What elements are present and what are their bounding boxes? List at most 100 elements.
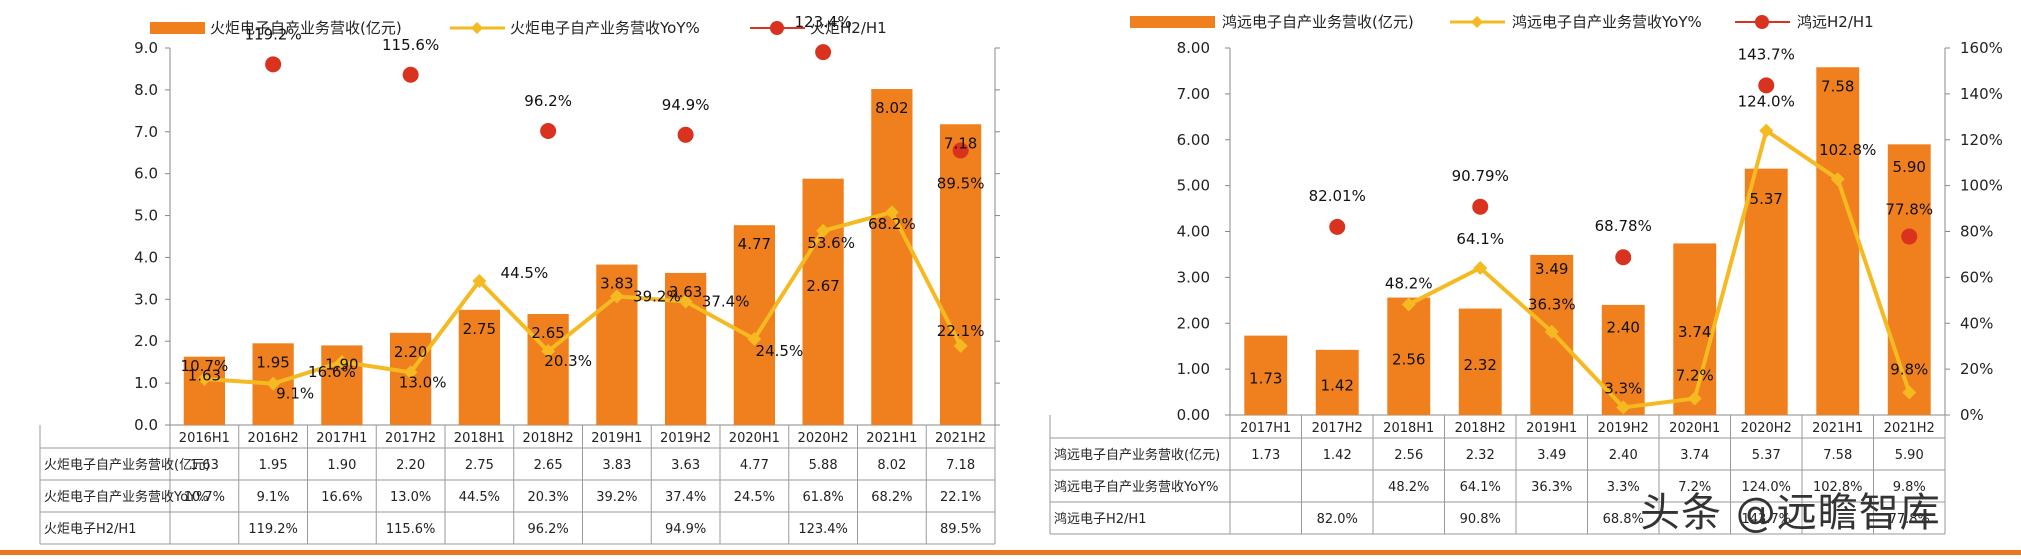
category-label: 2019H2 (1598, 421, 1649, 436)
y-tick-label: 7.00 (1177, 85, 1210, 103)
y2-tick-label: 140% (1960, 85, 2003, 103)
h2h1-value-label: 119.2% (245, 25, 302, 43)
h2h1-dot (677, 126, 694, 143)
category-label: 2020H2 (1741, 421, 1792, 436)
bar-value-label: 2.75 (463, 320, 496, 338)
yoy-value-label: 3.3% (1604, 379, 1642, 397)
y-tick-label: 2.00 (1177, 314, 1210, 332)
h2h1-value-label: 90.79% (1452, 167, 1509, 185)
table-cell: 119.2% (248, 522, 298, 537)
table-cell: 2.65 (534, 458, 563, 473)
table-cell: 9.8% (1893, 480, 1926, 495)
yoy-marker (197, 371, 212, 386)
table-cell: 2.32 (1466, 448, 1495, 463)
y2-tick-label: 100% (1960, 177, 2003, 195)
table-cell: 96.2% (527, 522, 568, 537)
bar (1673, 243, 1717, 415)
h2h1-value-label: 77.8% (1885, 201, 1933, 219)
y2-tick-label: 60% (1960, 268, 1993, 286)
bar (1458, 308, 1502, 415)
table-cell: 2.56 (1394, 448, 1423, 463)
table-cell: 7.18 (946, 458, 975, 473)
yoy-value-label: 36.3% (1528, 296, 1576, 314)
bar-value-label: 1.90 (325, 355, 358, 373)
bar-value-label: 3.74 (1678, 323, 1711, 341)
category-label: 2021H2 (1884, 421, 1935, 436)
bar-value-label: 2.20 (394, 343, 427, 361)
category-label: 2017H2 (385, 431, 436, 446)
table-cell: 48.2% (1388, 480, 1429, 495)
legend-swatch-marker (1471, 16, 1483, 28)
legend-label: 火炬电子自产业务营收YoY% (510, 19, 700, 37)
y-tick-label: 8.00 (1177, 39, 1210, 57)
y-tick-label: 8.0 (134, 81, 158, 99)
bar-value-label: 2.65 (531, 324, 564, 342)
hongyuan-chart: 鸿远电子自产业务营收(亿元) 鸿远电子自产业务营收YoY% 鸿远H2/H1 0.00 1… (1030, 0, 2020, 555)
table-cell: 13.0% (390, 490, 431, 505)
bar (1601, 304, 1645, 415)
yoy-marker (1473, 260, 1488, 275)
table-cell: 90.8% (1460, 512, 1501, 527)
table-cell: 36.3% (1531, 480, 1572, 495)
yoy-marker (1616, 400, 1631, 415)
yoy-value-label: 22.1% (937, 322, 985, 340)
table-cell: 124.0% (1741, 480, 1791, 495)
category-label: 2018H2 (523, 431, 574, 446)
yoy-marker (472, 273, 487, 288)
h2h1-dot (402, 66, 419, 83)
yoy-value-label: 7.2% (1676, 366, 1714, 384)
huoju-chart-svg: 火炬电子自产业务营收(亿元) 火炬电子自产业务营收YoY% 火炬H2/H1 0.0 1.… (39, 13, 1000, 545)
yoy-value-label: 64.1% (1456, 230, 1504, 248)
y-tick-label: 4.00 (1177, 223, 1210, 241)
table-cell: 1.42 (1323, 448, 1352, 463)
bar-value-label: 3.63 (669, 283, 702, 301)
h2h1-value-label: 96.2% (524, 92, 572, 110)
category-label: 2017H1 (316, 431, 367, 446)
table-cell: 3.74 (1680, 448, 1709, 463)
h2h1-dot (265, 56, 282, 73)
yoy-marker (953, 338, 968, 353)
yoy-marker (1830, 172, 1845, 187)
yoy-line (204, 209, 963, 386)
table-cell: 37.4% (665, 490, 706, 505)
yoy-marker (1401, 297, 1416, 312)
table-cell: 102.8% (1813, 480, 1863, 495)
legend-swatch-dot (770, 21, 784, 35)
huoju-chart: 火炬电子自产业务营收(亿元) 火炬电子自产业务营收YoY% 火炬H2/H1 0.0 1.… (0, 0, 1010, 555)
bar (1816, 67, 1860, 415)
category-label: 2020H2 (798, 431, 849, 446)
table-cell: 1.63 (190, 458, 219, 473)
table-cell: 10.7% (184, 490, 225, 505)
yoy-value-label: 39.2% (633, 287, 681, 305)
bar-value-label: 2.56 (1392, 350, 1425, 368)
table-cell: 44.5% (459, 490, 500, 505)
table-cell: 4.77 (740, 458, 769, 473)
table-row-label: 鸿远电子自产业务营收(亿元) (1054, 447, 1220, 463)
bar-value-label: 5.90 (1893, 158, 1926, 176)
table-cell: 5.90 (1895, 448, 1924, 463)
y-tick-label: 5.00 (1177, 177, 1210, 195)
legend-swatch-dot (1755, 15, 1769, 29)
category-label: 2018H1 (454, 431, 505, 446)
yoy-value-label: 44.5% (501, 264, 549, 282)
y-tick-label: 9.0 (134, 39, 158, 57)
bar-value-label: 1.42 (1321, 376, 1354, 394)
h2h1-dot (952, 142, 969, 159)
h2h1-value-label: 68.78% (1595, 217, 1652, 235)
bottom-accent-bar (0, 550, 2021, 555)
yoy-value-label: 20.3% (544, 352, 592, 370)
yoy-marker (1687, 391, 1702, 406)
table-cell: 7.58 (1823, 448, 1852, 463)
table-cell: 2.20 (396, 458, 425, 473)
table-cell: 82.0% (1317, 512, 1358, 527)
y-tick-label: 5.0 (134, 207, 158, 225)
table-cell: 68.2% (871, 490, 912, 505)
yoy-marker (609, 289, 624, 304)
bar (871, 89, 913, 425)
yoy-value-label: 102.8% (1819, 141, 1876, 159)
yoy-value-label: 24.5% (756, 342, 804, 360)
table-cell: 143.7% (1741, 512, 1791, 527)
table-row-label: 火炬电子H2/H1 (44, 522, 136, 537)
bar-value-label: 3.49 (1535, 260, 1568, 278)
y2-tick-label: 40% (1960, 314, 1993, 332)
